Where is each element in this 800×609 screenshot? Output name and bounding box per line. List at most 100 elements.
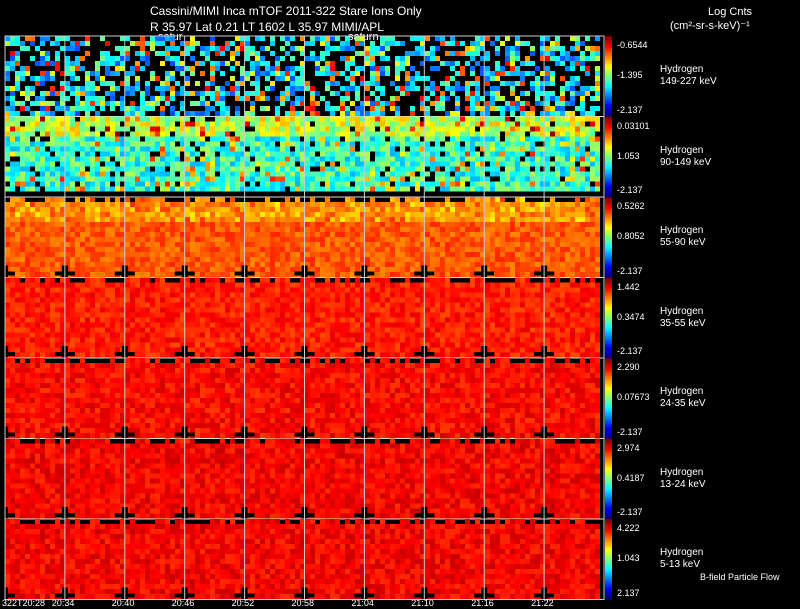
- heatmap-cell: [110, 161, 115, 167]
- heatmap-cell: [35, 101, 40, 106]
- heatmap-cell: [120, 257, 125, 262]
- heatmap-cell: [410, 106, 415, 111]
- heatmap-cell: [415, 76, 420, 81]
- heatmap-cell: [305, 86, 310, 91]
- heatmap-cell: [220, 161, 225, 167]
- heatmap-cell: [230, 277, 235, 283]
- heatmap-cell: [160, 41, 165, 46]
- heatmap-cell: [545, 257, 550, 262]
- heatmap-cell: [415, 46, 420, 51]
- heatmap-cell: [155, 272, 160, 277]
- heatmap-cell: [505, 56, 510, 61]
- heatmap-cell: [405, 51, 410, 56]
- heatmap-cell: [115, 61, 120, 66]
- heatmap-cell: [580, 56, 585, 61]
- heatmap-cell: [45, 131, 50, 137]
- heatmap-cell: [310, 91, 315, 96]
- heatmap-cell: [545, 51, 550, 56]
- heatmap-cell: [355, 51, 360, 56]
- heatmap-cell: [565, 257, 570, 262]
- heatmap-cell: [210, 91, 215, 96]
- heatmap-cell: [185, 242, 190, 247]
- heatmap-cell: [40, 61, 45, 66]
- heatmap-cell: [575, 36, 580, 41]
- heatmap-cell: [590, 141, 595, 147]
- heatmap-cell: [310, 161, 315, 167]
- heatmap-cell: [530, 186, 535, 192]
- heatmap-cell: [565, 56, 570, 61]
- heatmap-cell: [250, 237, 255, 242]
- heatmap-cell: [490, 186, 495, 192]
- heatmap-cell: [380, 217, 385, 222]
- heatmap-cell: [580, 262, 585, 267]
- heatmap-cell: [205, 212, 210, 217]
- heatmap-cell: [185, 227, 190, 232]
- heatmap-cell: [145, 106, 150, 111]
- heatmap-cell: [475, 267, 480, 272]
- heatmap-cell: [450, 287, 455, 293]
- heatmap-cell: [560, 181, 565, 187]
- heatmap-cell: [40, 202, 45, 207]
- heatmap-cell: [455, 96, 460, 101]
- heatmap-cell: [5, 131, 10, 137]
- heatmap-cell: [45, 287, 50, 293]
- heatmap-cell: [265, 61, 270, 66]
- heatmap-cell: [420, 161, 425, 167]
- heatmap-cell: [355, 212, 360, 217]
- heatmap-cell: [565, 111, 570, 116]
- heatmap-cell: [300, 227, 305, 232]
- heatmap-cell: [275, 146, 280, 152]
- heatmap-cell: [460, 222, 465, 227]
- heatmap-cell: [520, 232, 525, 237]
- heatmap-cell: [340, 46, 345, 51]
- heatmap-cell: [515, 232, 520, 237]
- heatmap-cell: [540, 131, 545, 137]
- heatmap-cell: [490, 242, 495, 247]
- heatmap-cell: [420, 212, 425, 217]
- heatmap-cell: [570, 121, 575, 127]
- heatmap-cell: [340, 287, 345, 293]
- heatmap-cell: [225, 141, 230, 147]
- heatmap-cell: [475, 51, 480, 56]
- heatmap-cell: [310, 51, 315, 56]
- heatmap-cell: [235, 146, 240, 152]
- heatmap-cell: [260, 212, 265, 217]
- heatmap-cell: [475, 36, 480, 41]
- heatmap-cell: [380, 212, 385, 217]
- heatmap-cell: [415, 207, 420, 212]
- heatmap-cell: [345, 41, 350, 46]
- heatmap-cell: [185, 151, 190, 157]
- heatmap-cell: [325, 71, 330, 76]
- heatmap-cell: [45, 267, 50, 272]
- heatmap-cell: [290, 161, 295, 167]
- heatmap-cell: [470, 176, 475, 182]
- colorbar-segment: [605, 197, 612, 200]
- heatmap-cell: [70, 186, 75, 192]
- heatmap-cell: [445, 51, 450, 56]
- heatmap-cell: [15, 287, 20, 293]
- heatmap-cell: [510, 121, 515, 127]
- heatmap-cell: [10, 56, 15, 61]
- heatmap-cell: [135, 66, 140, 71]
- heatmap-cell: [540, 136, 545, 142]
- heatmap-cell: [75, 91, 80, 96]
- heatmap-cell: [410, 36, 415, 41]
- heatmap-cell: [465, 166, 470, 172]
- heatmap-cell: [395, 136, 400, 142]
- heatmap-cell: [350, 121, 355, 127]
- heatmap-cell: [310, 287, 315, 293]
- heatmap-cell: [530, 71, 535, 76]
- heatmap-cell: [275, 257, 280, 262]
- heatmap-cell: [250, 267, 255, 272]
- heatmap-cell: [160, 222, 165, 227]
- heatmap-cell: [185, 66, 190, 71]
- heatmap-cell: [470, 217, 475, 222]
- heatmap-cell: [240, 287, 245, 293]
- heatmap-cell: [550, 267, 555, 272]
- heatmap-cell: [170, 262, 175, 267]
- heatmap-cell: [415, 202, 420, 207]
- heatmap-cell: [5, 66, 10, 71]
- heatmap-cell: [160, 247, 165, 252]
- heatmap-cell: [435, 151, 440, 157]
- heatmap-cell: [435, 56, 440, 61]
